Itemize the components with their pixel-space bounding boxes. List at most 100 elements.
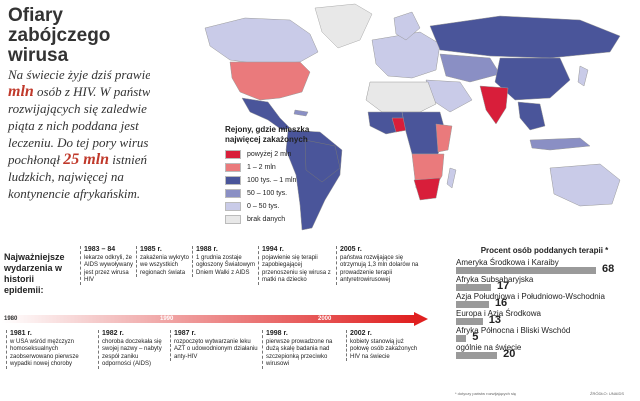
legend-label: 100 tys. – 1 mln: [247, 177, 297, 184]
timeline-event: 2002 r. kobiety stanowią już połowę osób …: [346, 330, 420, 361]
event-year: 2005 r.: [340, 246, 362, 253]
event-text: państwa rozwijające się otrzymują 1,3 ml…: [340, 254, 419, 284]
event-text: lekarze odkryli, że AIDS wywoływany jest…: [84, 254, 134, 284]
legend-swatch: [225, 202, 241, 211]
treatment-label: ogólnie na świecie: [456, 343, 522, 352]
legend-label: powyżej 2 mln: [247, 151, 292, 158]
event-year: 1983 – 84: [84, 246, 116, 253]
event-year: 1994 r.: [262, 246, 284, 253]
event-year: 1982 r.: [102, 330, 124, 337]
legend-item: powyżej 2 mln: [225, 148, 335, 161]
timeline-event: 1987 r. rozpoczęto wytwarzanie leku AZT o…: [170, 330, 258, 361]
treatment-label: Afryka Północna i Bliski Wschód: [456, 326, 571, 335]
treatment-value: 68: [602, 263, 615, 275]
map-europe: [371, 31, 441, 79]
event-year: 1987 r.: [174, 330, 196, 337]
treatment-row: Ameryka Środkowa i Karaiby 68: [452, 258, 637, 275]
timeline-event: 1982 r. choroba doczekała się swojej nazw…: [98, 330, 168, 369]
map-central-asia: [439, 53, 501, 83]
event-text: pojawienie się terapii zapobiegającej pr…: [262, 254, 331, 284]
footnote: * dotyczy państw rozwijających się: [455, 391, 517, 396]
map-scandinavia: [393, 11, 421, 41]
event-text: 1 grudnia zostaje ogłoszony Światowym Dn…: [196, 254, 256, 276]
event-year: 1998 r.: [266, 330, 288, 337]
legend-item: 1 – 2 mln: [225, 161, 335, 174]
event-text: choroba doczekała się swojej nazwy – nab…: [102, 338, 162, 368]
timeline-event: 1988 r. 1 grudnia zostaje ogłoszony Świat…: [192, 246, 256, 277]
treatment-value: 20: [503, 348, 516, 360]
map-legend: Rejony, gdzie mieszka najwięcej zakażony…: [225, 125, 335, 226]
lead-text: Na świecie żyje dziś prawie 40 mln osób …: [8, 66, 186, 202]
event-text: pierwsze prowadzone na dużą skalę badani…: [266, 338, 333, 368]
map-north-africa: [365, 81, 437, 113]
map-australia: [549, 163, 621, 207]
timeline-bar: [2, 312, 428, 326]
source: ŹRÓDŁO: UNAIDS: [590, 391, 625, 396]
treatment-row: Afryka Północna i Bliski Wschód 5: [452, 326, 637, 343]
treatment-label: Europa i Azja Środkowa: [456, 309, 541, 318]
map-china: [494, 57, 571, 101]
treatment-value: 5: [472, 331, 479, 343]
map-canada: [204, 17, 319, 65]
treatment-bar: [456, 335, 467, 342]
map-indonesia: [529, 137, 591, 151]
legend-swatch: [225, 150, 241, 159]
legend-item: 0 – 50 tys.: [225, 200, 335, 213]
map-russia: [429, 15, 621, 59]
timeline-event: 1983 – 84 lekarze odkryli, że AIDS wywoły…: [80, 246, 136, 285]
legend-swatch: [225, 163, 241, 172]
page-title: Ofiary zabójczego wirusa: [8, 5, 111, 66]
legend-label: 0 – 50 tys.: [247, 203, 280, 210]
treatment-bar: [456, 318, 483, 325]
event-year: 1985 r.: [140, 246, 162, 253]
legend-label: 1 – 2 mln: [247, 164, 276, 171]
lead-part-2: osób z HIV. W państwach rozwijających si…: [8, 84, 170, 167]
map-caribbean: [293, 109, 309, 117]
map-madagascar: [446, 167, 457, 189]
legend-swatch: [225, 176, 241, 185]
timeline-year-label: 2000: [318, 316, 332, 322]
legend-item: 50 – 100 tys.: [225, 187, 335, 200]
treatment-label: Afryka Subsaharyjska: [456, 275, 534, 284]
lead-part-3: istnień ludzkich, najwięcej na kontynenc…: [8, 152, 147, 201]
timeline-event: 1998 r. pierwsze prowadzone na dużą skalę…: [262, 330, 340, 369]
map-india: [479, 85, 509, 125]
treatment-bar: [456, 352, 498, 359]
legend-title: Rejony, gdzie mieszka najwięcej zakażony…: [225, 125, 310, 144]
treatment-value: 16: [494, 297, 508, 309]
legend-item: 100 tys. – 1 mln: [225, 174, 335, 187]
treatment-row: Azja Południowa i Południowo-Wschodnia 16: [452, 292, 637, 309]
legend-swatch: [225, 189, 241, 198]
treatment-row: Europa i Azja Środkowa 13: [452, 309, 637, 326]
timeline-year-label: 1990: [160, 316, 174, 322]
map-east-africa: [435, 123, 453, 153]
treatment-label: Ameryka Środkowa i Karaiby: [456, 258, 559, 267]
events-title: Najważniejsze wydarzenia w historii epid…: [4, 252, 65, 295]
treatment-bar: [456, 284, 491, 291]
legend-label: 50 – 100 tys.: [247, 190, 288, 197]
event-text: zakażenia wykryto we wszystkich regionac…: [140, 254, 190, 276]
legend-label: brak danych: [247, 216, 286, 223]
map-brazil: [304, 139, 341, 183]
event-text: rozpoczęto wytwarzanie leku AZT o udowod…: [174, 338, 258, 360]
lead-part-1: Na świecie żyje dziś prawie: [8, 67, 155, 82]
map-greenland: [314, 3, 373, 49]
legend-item: brak danych: [225, 213, 335, 226]
world-map: [150, 0, 640, 236]
event-text: kobiety stanowią już połowę osób zakażon…: [350, 338, 418, 360]
timeline-event: 1985 r. zakażenia wykryto we wszystkich r…: [136, 246, 192, 277]
treatment-label: Azja Południowa i Południowo-Wschodnia: [456, 292, 605, 301]
treatment-bar: [456, 267, 596, 274]
treatment-value: 17: [497, 280, 510, 292]
timeline-event: 2005 r. państwa rozwijające się otrzymują…: [336, 246, 420, 285]
treatment-bars: Ameryka Środkowa i Karaiby 68 Afryka Subsa…: [452, 258, 637, 360]
lead-bold-2: 25 mln: [63, 151, 110, 168]
treatment-bar: [456, 301, 489, 308]
treatment-row: ogólnie na świecie 20: [452, 343, 637, 360]
timeline-event: 1981 r. w USA wśród mężczyzn homoseksualn…: [6, 330, 94, 369]
treatment-value: 13: [488, 314, 501, 326]
map-south-africa: [413, 177, 441, 201]
map-mexico: [241, 97, 291, 131]
treatment-row: Afryka Subsaharyjska 17: [452, 275, 637, 292]
event-year: 2002 r.: [350, 330, 372, 337]
